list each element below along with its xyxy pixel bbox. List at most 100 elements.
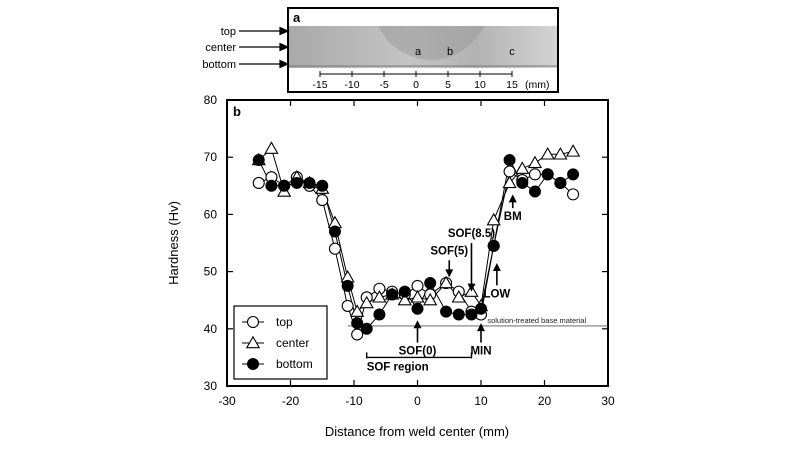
weld-nugget-shape: [378, 26, 485, 60]
annotation-label: SOF(8.5): [448, 228, 495, 240]
x-tick-label: -10: [345, 394, 363, 408]
data-point-bottom: [398, 285, 411, 298]
data-point-center: [410, 290, 425, 303]
data-point-top: [411, 279, 424, 292]
annotations: SOF(0) SOF(5) SOF(8.5) MIN LOW BM SOF region: [366, 194, 522, 373]
legend-label-center: center: [276, 336, 309, 350]
scale-tick-label: 10: [474, 79, 486, 91]
axis-ticks: -30 -20 -10 0 10 20 30 30 40 50 60 70 80: [204, 93, 615, 408]
legend-items: top center bottom: [242, 315, 313, 371]
data-point-center: [423, 292, 438, 306]
annotation-label: MIN: [470, 346, 491, 358]
data-point-bottom: [554, 176, 567, 189]
sof-region-label: SOF region: [367, 361, 429, 373]
scale-tick-label: 15: [506, 79, 518, 91]
annotation-label: SOF(0): [399, 346, 437, 358]
data-point-top: [341, 299, 354, 312]
data-point-bottom: [487, 239, 500, 252]
x-tick-label: 10: [474, 394, 488, 408]
data-point-center: [350, 304, 365, 317]
annotation-label: SOF(5): [430, 245, 468, 257]
data-point-top: [328, 242, 342, 255]
reference-line-group: solution-treated base material: [347, 316, 608, 327]
y-tick-label: 50: [204, 265, 218, 279]
legend-marker-bottom: [247, 358, 259, 370]
panel-a: a top center bottom a b c -15 -10 -5 0 5…: [202, 7, 559, 93]
data-point-bottom: [360, 322, 373, 335]
annotation-arrowhead: [445, 269, 454, 278]
data-point-bottom: [411, 302, 424, 315]
row-arrows: [239, 26, 290, 69]
data-point-bottom: [341, 279, 354, 292]
data-point-top: [567, 188, 580, 201]
x-tick-label: 30: [601, 394, 615, 408]
y-tick-label: 30: [204, 379, 218, 393]
zone-label-b: b: [447, 46, 453, 58]
annotation-arrowhead: [413, 320, 422, 329]
data-point-center: [451, 290, 466, 303]
x-axis-label: Distance from weld center (mm): [325, 424, 509, 439]
data-point-bottom: [290, 176, 303, 189]
data-point-center: [527, 155, 543, 169]
scale-unit: (mm): [525, 79, 550, 91]
legend-marker-center: [245, 335, 261, 349]
data-point-center: [397, 292, 412, 306]
data-point-center: [540, 147, 555, 160]
data-point-center: [515, 161, 530, 174]
x-tick-label: -30: [218, 394, 236, 408]
data-point-top: [503, 165, 516, 178]
reference-line-label: solution-treated base material: [487, 316, 586, 325]
legend-label-bottom: bottom: [276, 357, 313, 371]
data-point-bottom: [541, 168, 554, 181]
data-point-bottom: [516, 176, 529, 189]
y-tick-label: 70: [204, 150, 218, 164]
data-point-bottom: [475, 302, 487, 315]
zone-label-c: c: [509, 46, 515, 58]
data-point-bottom: [567, 168, 580, 181]
annotation-label: LOW: [483, 288, 510, 300]
data-point-bottom: [528, 185, 541, 198]
annotation-arrowhead: [467, 283, 476, 292]
legend: top center bottom: [233, 305, 328, 380]
scale-tick-label: -15: [312, 79, 327, 91]
y-tick-label: 60: [204, 207, 218, 221]
series-markers: [251, 141, 581, 341]
data-point-bottom: [252, 154, 265, 167]
legend-label-top: top: [276, 315, 293, 329]
data-point-bottom: [316, 179, 329, 192]
annotation-label: BM: [504, 211, 522, 223]
scale-tick-label: -5: [379, 79, 388, 91]
data-point-center: [553, 147, 568, 160]
data-point-center: [372, 290, 387, 303]
data-point-bottom: [265, 179, 278, 192]
data-point-center: [486, 212, 501, 226]
row-label-bottom: bottom: [202, 59, 236, 71]
x-tick-label: -20: [282, 394, 300, 408]
scale-tick-label: 0: [413, 79, 419, 91]
x-tick-label: 20: [538, 394, 552, 408]
data-point-bottom: [440, 305, 453, 318]
data-point-center: [565, 144, 581, 157]
mm-scale: -15 -10 -5 0 5 10 15 (mm): [312, 71, 550, 91]
x-tick-label: 0: [414, 394, 421, 408]
scale-tick-label: 5: [445, 79, 451, 91]
data-point-bottom: [386, 288, 399, 301]
data-point-bottom: [424, 277, 437, 290]
data-point-top: [252, 176, 265, 189]
data-point-bottom: [303, 176, 316, 189]
data-point-bottom: [503, 154, 516, 167]
scale-tick-label: -10: [344, 79, 359, 91]
panel-b-label: b: [233, 104, 241, 119]
panel-a-label: a: [293, 10, 301, 25]
annotation-arrowhead: [477, 323, 485, 332]
annotation-arrowhead: [508, 194, 517, 203]
data-point-center: [264, 141, 279, 154]
data-point-top: [316, 194, 329, 207]
data-point-bottom: [351, 317, 364, 330]
data-point-bottom: [465, 308, 478, 321]
y-tick-label: 80: [204, 93, 218, 107]
data-point-center: [359, 295, 374, 309]
data-point-bottom: [452, 308, 465, 321]
data-point-bottom: [278, 179, 291, 192]
